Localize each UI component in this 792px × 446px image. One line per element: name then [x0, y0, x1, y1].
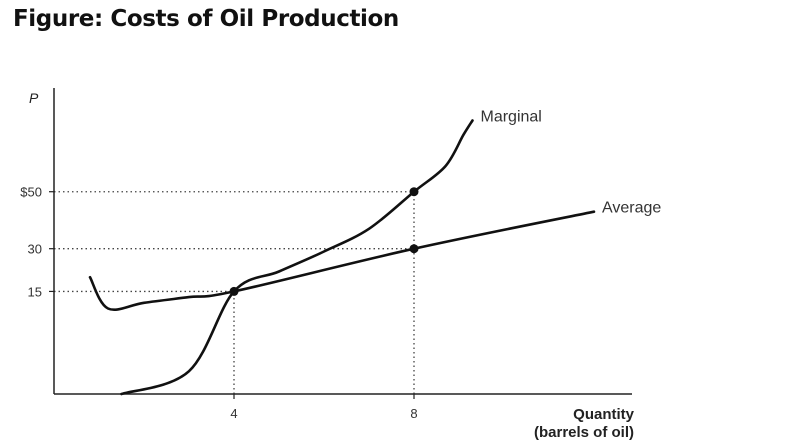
figure-title: Figure: Costs of Oil Production: [13, 6, 399, 32]
average-cost-curve: [88, 210, 596, 311]
y-axis-label: P: [29, 90, 39, 106]
x-tick-label-4: 4: [230, 406, 237, 421]
point-8-50: [409, 187, 419, 197]
x-axis-title-line1: Quantity: [573, 406, 634, 423]
axis-ticks: $50 30 15 4 8: [20, 185, 417, 421]
average-curve-label: Average: [602, 200, 661, 217]
x-axis-title-line2: (barrels of oil): [534, 424, 634, 441]
y-tick-label-50: $50: [20, 185, 42, 200]
y-tick-label-15: 15: [28, 284, 42, 299]
y-tick-label-30: 30: [28, 242, 42, 257]
point-4-15: [229, 286, 239, 296]
x-tick-label-8: 8: [410, 406, 417, 421]
point-8-30: [409, 244, 419, 254]
marginal-cost-curve: [120, 119, 474, 396]
intersection-points: [229, 187, 419, 296]
marginal-curve-label: Marginal: [481, 108, 542, 125]
guide-lines: [54, 191, 415, 394]
cost-curves: Marginal Average: [88, 108, 661, 396]
